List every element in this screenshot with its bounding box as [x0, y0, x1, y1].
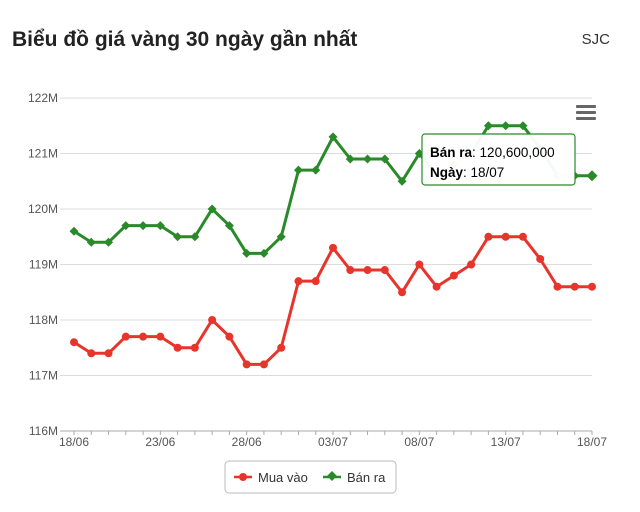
y-tick-label: 117M [29, 369, 58, 383]
x-tick-label: 08/07 [404, 435, 434, 449]
data-point[interactable] [173, 343, 182, 352]
tooltip-box [421, 133, 576, 186]
y-tick-label: 122M [28, 91, 58, 105]
y-tick-label: 119M [29, 258, 58, 272]
data-point[interactable] [518, 232, 527, 241]
data-point[interactable] [501, 121, 511, 131]
page-title: Biểu đồ giá vàng 30 ngày gần nhất [12, 28, 358, 51]
data-point[interactable] [121, 332, 130, 341]
data-point[interactable] [553, 282, 562, 291]
data-point[interactable] [139, 332, 148, 341]
data-point[interactable] [121, 221, 131, 231]
chart-header: Biểu đồ giá vàng 30 ngày gần nhất SJC [0, 0, 640, 80]
legend-item-sell[interactable]: Bán ra [323, 470, 386, 485]
data-point[interactable] [259, 360, 268, 369]
data-point[interactable] [104, 349, 113, 358]
data-point[interactable] [449, 271, 458, 280]
data-point[interactable] [277, 343, 286, 352]
data-point[interactable] [87, 349, 96, 358]
legend-item-buy[interactable]: Mua vào [234, 470, 308, 485]
data-point[interactable] [588, 282, 596, 291]
y-tick-label: 118M [29, 313, 58, 327]
data-point[interactable] [329, 243, 337, 252]
x-tick-label: 18/07 [577, 435, 607, 449]
data-point[interactable] [570, 282, 579, 291]
data-point[interactable] [104, 237, 114, 247]
data-point[interactable] [276, 232, 286, 242]
x-tick-label: 03/07 [318, 435, 348, 449]
y-axis-tick-labels: 116M 117M 118M 119M 120M 121M 122M [28, 91, 58, 438]
data-point[interactable] [345, 154, 355, 164]
data-point[interactable] [380, 266, 389, 275]
x-axis: 18/06 23/06 28/06 03/07 08/07 13/07 18/07 [59, 430, 607, 449]
data-point[interactable] [208, 316, 217, 324]
data-point[interactable] [397, 176, 407, 186]
x-tick-label: 23/06 [145, 435, 175, 449]
data-point[interactable] [311, 277, 320, 286]
legend: Mua vào Bán ra [224, 460, 397, 494]
tooltip-line-1: Bán ra: 120,600,000 [430, 145, 555, 160]
data-point[interactable] [398, 288, 407, 297]
data-point[interactable] [259, 248, 269, 258]
data-point[interactable] [224, 221, 234, 231]
legend-label-sell: Bán ra [347, 470, 386, 485]
source-label: SJC [581, 31, 610, 48]
data-point[interactable] [293, 165, 303, 175]
data-point[interactable] [207, 204, 217, 214]
data-point[interactable] [328, 132, 338, 142]
x-tick-label: 13/07 [491, 435, 521, 449]
data-point[interactable] [156, 332, 165, 341]
y-tick-label: 116M [29, 424, 58, 438]
data-point[interactable] [190, 232, 200, 242]
x-tick-label: 28/06 [232, 435, 262, 449]
legend-box [224, 460, 397, 494]
data-point[interactable] [242, 360, 251, 369]
data-point[interactable] [138, 221, 148, 231]
x-tick-label: 18/06 [59, 435, 89, 449]
data-point[interactable] [69, 226, 79, 236]
data-point[interactable] [363, 266, 372, 275]
data-point[interactable] [501, 232, 510, 241]
data-point[interactable] [483, 121, 493, 131]
data-point[interactable] [225, 332, 234, 341]
tooltip-line-2: Ngày: 18/07 [430, 165, 504, 180]
data-point[interactable] [363, 154, 373, 164]
data-point[interactable] [536, 254, 545, 263]
data-point[interactable] [242, 248, 252, 258]
data-point[interactable] [518, 121, 528, 131]
data-point[interactable] [311, 165, 321, 175]
tooltip: Bán ra: 120,600,000 Ngày: 18/07 [421, 133, 576, 186]
data-point[interactable] [190, 343, 199, 352]
data-point[interactable] [415, 260, 424, 269]
data-point[interactable] [173, 232, 183, 242]
data-point[interactable] [70, 338, 78, 347]
hamburger-menu-icon[interactable] [575, 103, 597, 123]
y-tick-label: 121M [28, 147, 58, 161]
data-point[interactable] [155, 221, 165, 231]
data-point[interactable] [86, 237, 96, 247]
y-tick-label: 120M [28, 202, 58, 216]
legend-label-buy: Mua vào [258, 470, 308, 485]
data-point[interactable] [467, 260, 476, 269]
data-point[interactable] [346, 266, 355, 275]
data-point[interactable] [484, 232, 493, 241]
data-point[interactable] [432, 282, 441, 291]
data-point[interactable] [294, 277, 303, 286]
grid-lines [60, 97, 592, 376]
data-point[interactable] [586, 170, 598, 182]
series-line [73, 235, 592, 366]
series-buy [70, 232, 596, 369]
data-point[interactable] [380, 154, 390, 164]
